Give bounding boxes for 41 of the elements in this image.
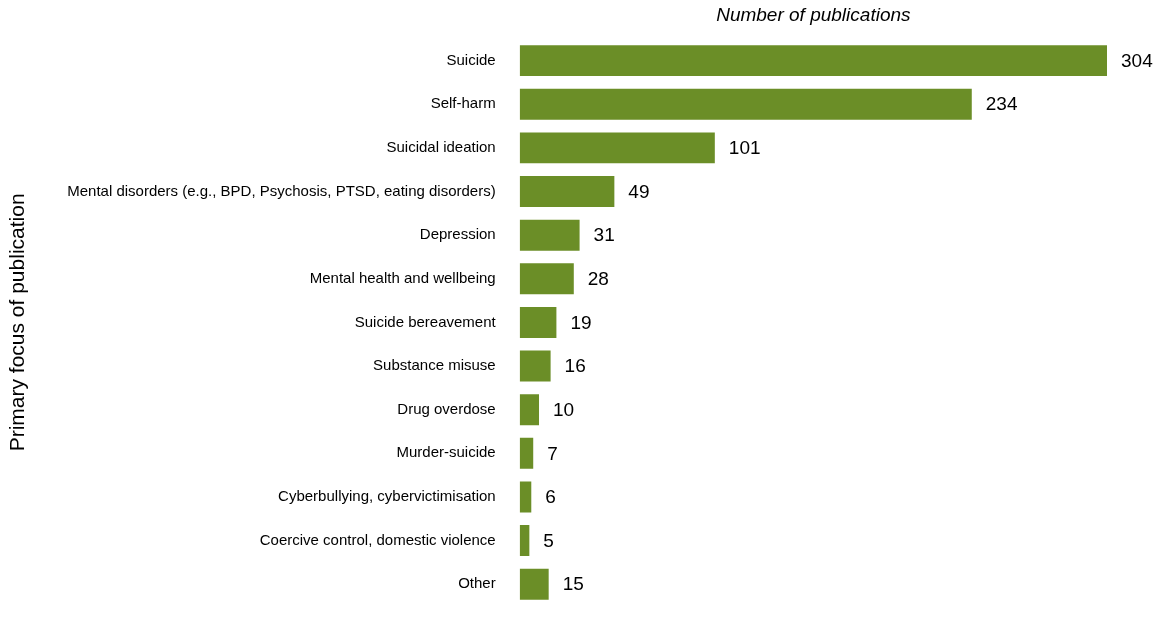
- y-tick-label: Coercive control, domestic violence: [259, 530, 496, 548]
- data-label: 19: [570, 311, 592, 333]
- y-tick-label: Suicide: [446, 50, 496, 68]
- bar: [519, 263, 574, 295]
- bar: [519, 45, 1107, 77]
- x-axis-title: Number of publications: [716, 3, 912, 25]
- y-tick-label: Mental health and wellbeing: [309, 268, 496, 286]
- data-label: 49: [628, 180, 650, 202]
- data-label: 10: [553, 398, 575, 420]
- y-tick-label: Cyberbullying, cybervictimisation: [278, 487, 496, 505]
- bar: [519, 350, 551, 382]
- data-label: 5: [543, 529, 554, 551]
- data-label: 15: [562, 573, 584, 595]
- y-tick-label: Suicidal ideation: [386, 138, 496, 156]
- y-tick-label: Murder-suicide: [396, 443, 496, 461]
- data-label: 6: [545, 486, 556, 508]
- bar: [519, 394, 540, 426]
- bar: [519, 176, 615, 207]
- bar: [519, 219, 580, 251]
- data-label: 28: [587, 268, 609, 289]
- y-axis-title: Primary focus of publication: [5, 193, 29, 452]
- y-tick-label: Mental disorders (e.g., BPD, Psychosis, PTSD, eating disorders): [67, 181, 496, 199]
- bar: [519, 481, 532, 513]
- y-tick-label: Suicide bereavement: [354, 312, 497, 330]
- y-tick-label: Self-harm: [430, 94, 496, 112]
- data-label: 31: [593, 224, 615, 246]
- y-tick-label: Drug overdose: [397, 399, 496, 417]
- y-tick-label: Substance misuse: [373, 356, 496, 374]
- data-label: 304: [1121, 49, 1154, 71]
- data-label: 7: [547, 442, 558, 464]
- bar: [519, 525, 530, 557]
- bar: [519, 306, 557, 338]
- data-label: 101: [728, 137, 761, 159]
- data-label: 16: [564, 355, 586, 377]
- y-tick-label: Depression: [419, 225, 496, 243]
- y-tick-label: Other: [458, 574, 496, 592]
- data-label: 234: [985, 93, 1018, 115]
- bar: [519, 437, 534, 469]
- bar: [519, 132, 715, 164]
- bar: [519, 568, 549, 600]
- bar: [519, 88, 972, 120]
